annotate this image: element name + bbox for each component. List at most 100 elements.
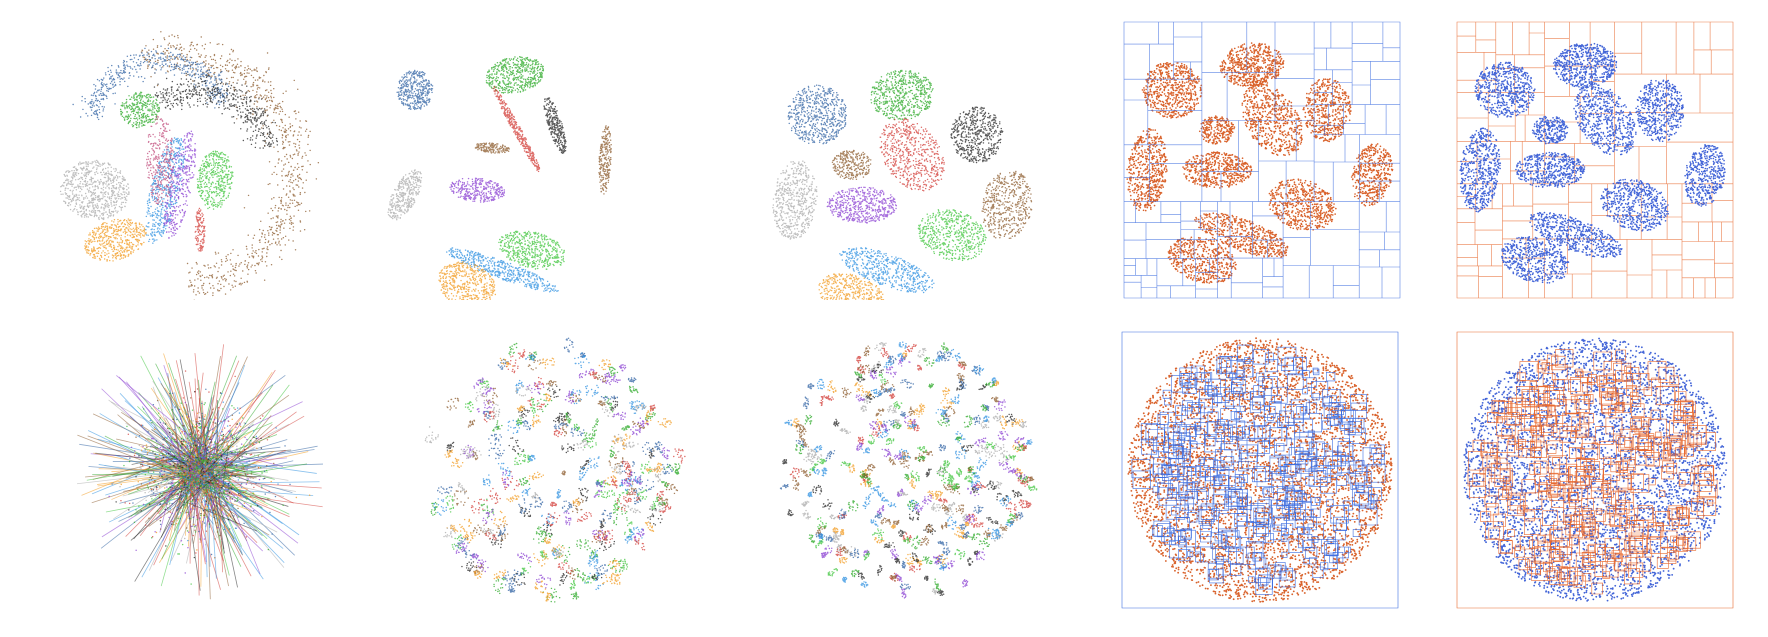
point-series (444, 357, 672, 602)
edge-stroke (93, 452, 185, 472)
edge-stroke (169, 468, 194, 566)
point-series (140, 31, 320, 300)
edge-stroke (164, 460, 209, 482)
point-series (123, 403, 268, 585)
point-series (153, 69, 279, 149)
edge-stroke (191, 355, 238, 470)
point-series (917, 209, 987, 262)
edge-stroke (186, 477, 206, 564)
edge-stroke (210, 491, 323, 508)
edge-stroke (219, 411, 297, 469)
edge-stroke (167, 376, 200, 473)
point-series (543, 97, 567, 154)
point-series (446, 247, 559, 293)
box-outlines (1123, 21, 1401, 299)
edge-stroke (188, 485, 253, 512)
point-series (449, 177, 506, 203)
point-series (433, 352, 646, 591)
edge-stroke (92, 451, 196, 480)
tree-panel-row2-col4 (1120, 330, 1400, 610)
tree-boxes (1456, 331, 1734, 609)
point-series (826, 186, 898, 224)
edge-stroke (101, 471, 205, 538)
tree-plot (1456, 21, 1734, 299)
point-series (784, 341, 1033, 588)
edge-stroke (194, 353, 205, 447)
edge-stroke (199, 456, 317, 474)
data-points (108, 370, 311, 585)
point-series (445, 379, 659, 590)
point-series (59, 159, 130, 221)
embedding-panel-row1-col3 (767, 20, 1047, 300)
tree-boxes (1121, 331, 1399, 609)
edge-stroke (193, 483, 206, 544)
point-series (470, 349, 686, 575)
point-series (455, 364, 670, 589)
data-points (387, 56, 612, 300)
scatter-plot (76, 344, 324, 600)
edge-stroke (121, 411, 201, 465)
edge-stroke (196, 371, 273, 484)
edge-stroke (204, 449, 315, 466)
point-series (396, 69, 434, 111)
point-series (839, 247, 935, 294)
point-series (387, 169, 423, 221)
point-series (831, 149, 1033, 239)
edge-stroke (119, 480, 202, 504)
data-points (779, 341, 1038, 599)
point-series (119, 91, 161, 129)
scatter-plot (424, 337, 686, 603)
point-series (772, 160, 818, 240)
point-series (485, 56, 545, 94)
point-series (498, 230, 565, 270)
point-series (820, 355, 1026, 599)
edge-stroke (190, 372, 204, 470)
point-series (879, 118, 945, 192)
point-series (809, 373, 1038, 577)
point-series (474, 125, 612, 195)
data-points (76, 344, 324, 600)
embedding-panel-row2-col3 (767, 330, 1047, 610)
tree-panel-row2-col5 (1455, 330, 1735, 610)
point-series (492, 86, 541, 173)
edge-stroke (206, 364, 246, 465)
edge-stroke (180, 375, 286, 453)
box-outlines (1456, 331, 1734, 609)
point-series (870, 69, 934, 121)
point-series (801, 342, 1027, 595)
edge-stroke (175, 378, 205, 473)
point-series (787, 84, 847, 145)
edge-stroke (182, 401, 303, 460)
scatter-plot (772, 69, 1033, 300)
box-outlines (1121, 331, 1399, 609)
tree-plot (1121, 331, 1399, 609)
edge-stroke (187, 439, 288, 471)
point-series (446, 385, 663, 586)
edge-stroke (199, 486, 234, 538)
data-points (1127, 337, 1393, 603)
edge-stroke (170, 487, 206, 562)
embedding-panel-row1-col1 (40, 20, 320, 300)
embedding-panel-row2-col1 (60, 330, 340, 610)
edge-stroke (209, 499, 264, 552)
edge-stroke (118, 486, 192, 522)
edge-stroke (147, 463, 191, 467)
edge-stroke (204, 394, 290, 457)
point-series (424, 385, 665, 559)
data-points (1459, 42, 1726, 284)
point-series (795, 342, 1029, 591)
edge-stroke (196, 459, 275, 480)
edge-stroke (188, 465, 224, 562)
edge-stroke (125, 422, 198, 465)
point-series (84, 218, 147, 262)
edge-stroke (160, 467, 195, 587)
point-series (194, 207, 206, 252)
data-points (424, 337, 686, 603)
edge-stroke (118, 376, 201, 468)
edge-stroke (202, 469, 285, 568)
data-points (772, 69, 1033, 300)
tree-boxes (1123, 21, 1401, 299)
point-series (818, 273, 885, 300)
tree-plot (1123, 21, 1401, 299)
edge-stroke (215, 476, 283, 524)
